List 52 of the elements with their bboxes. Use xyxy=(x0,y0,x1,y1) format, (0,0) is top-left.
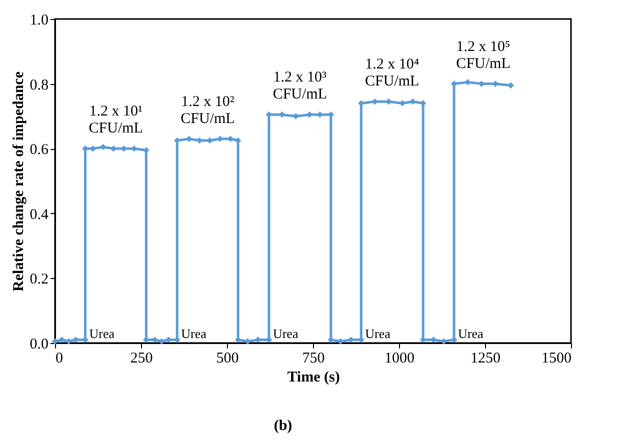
point xyxy=(337,338,344,345)
point xyxy=(244,338,251,345)
point xyxy=(450,336,458,343)
point xyxy=(306,111,313,118)
point xyxy=(216,136,224,142)
y-tick-label: 0.4 xyxy=(30,206,49,223)
point xyxy=(100,144,106,150)
annotation: Urea xyxy=(272,326,298,341)
annotation: 1.2 x 10² CFU/mL xyxy=(180,94,235,127)
point xyxy=(508,82,514,89)
x-axis-title: Time (s) xyxy=(287,370,340,386)
text: (b) xyxy=(274,418,292,434)
y-tick-label: 0.8 xyxy=(30,77,48,94)
annotation: Urea xyxy=(458,326,484,341)
point xyxy=(450,80,458,87)
y-tick-label: 0.6 xyxy=(30,142,49,158)
point xyxy=(174,137,180,144)
x-tick-label: 250 xyxy=(130,350,153,366)
point xyxy=(410,98,416,105)
point xyxy=(90,145,96,152)
annotation: 1.2 x 10³ CFU/mL xyxy=(272,70,328,103)
y-tick-label: 0.2 xyxy=(30,272,48,288)
annotation: Urea xyxy=(89,326,115,341)
point xyxy=(58,336,66,343)
annotation: Urea xyxy=(181,326,207,341)
point xyxy=(328,111,334,118)
point xyxy=(440,338,447,345)
point xyxy=(420,100,426,106)
point xyxy=(386,98,392,105)
y-tick-label: 1.0 xyxy=(30,12,48,28)
x-tick-label: 1500 xyxy=(542,350,572,366)
point xyxy=(120,145,127,152)
x-tick-label: 750 xyxy=(302,350,325,366)
point xyxy=(464,79,471,86)
x-tick-label: 0 xyxy=(56,350,63,366)
point xyxy=(66,338,72,345)
point xyxy=(186,136,192,142)
x-tick-label: 1000 xyxy=(384,350,414,366)
point xyxy=(158,338,165,345)
annotation: Urea xyxy=(365,326,391,341)
point xyxy=(206,137,213,144)
y-axis-title: Relative change rate of impedance xyxy=(10,71,27,292)
point xyxy=(227,136,234,142)
annotation: 1.2 x 10⁵ CFU/mL xyxy=(456,38,510,72)
point xyxy=(234,336,242,343)
point xyxy=(399,100,406,106)
y-tick-label: 0.0 xyxy=(30,336,48,352)
annotation: 1.2 x 10¹ CFU/mL xyxy=(88,104,143,137)
annotation: 1.2 x 10⁴ CFU/mL xyxy=(365,56,420,90)
x-tick-label: 1250 xyxy=(470,350,500,366)
x-tick-label: 500 xyxy=(216,350,239,366)
point xyxy=(328,336,334,343)
